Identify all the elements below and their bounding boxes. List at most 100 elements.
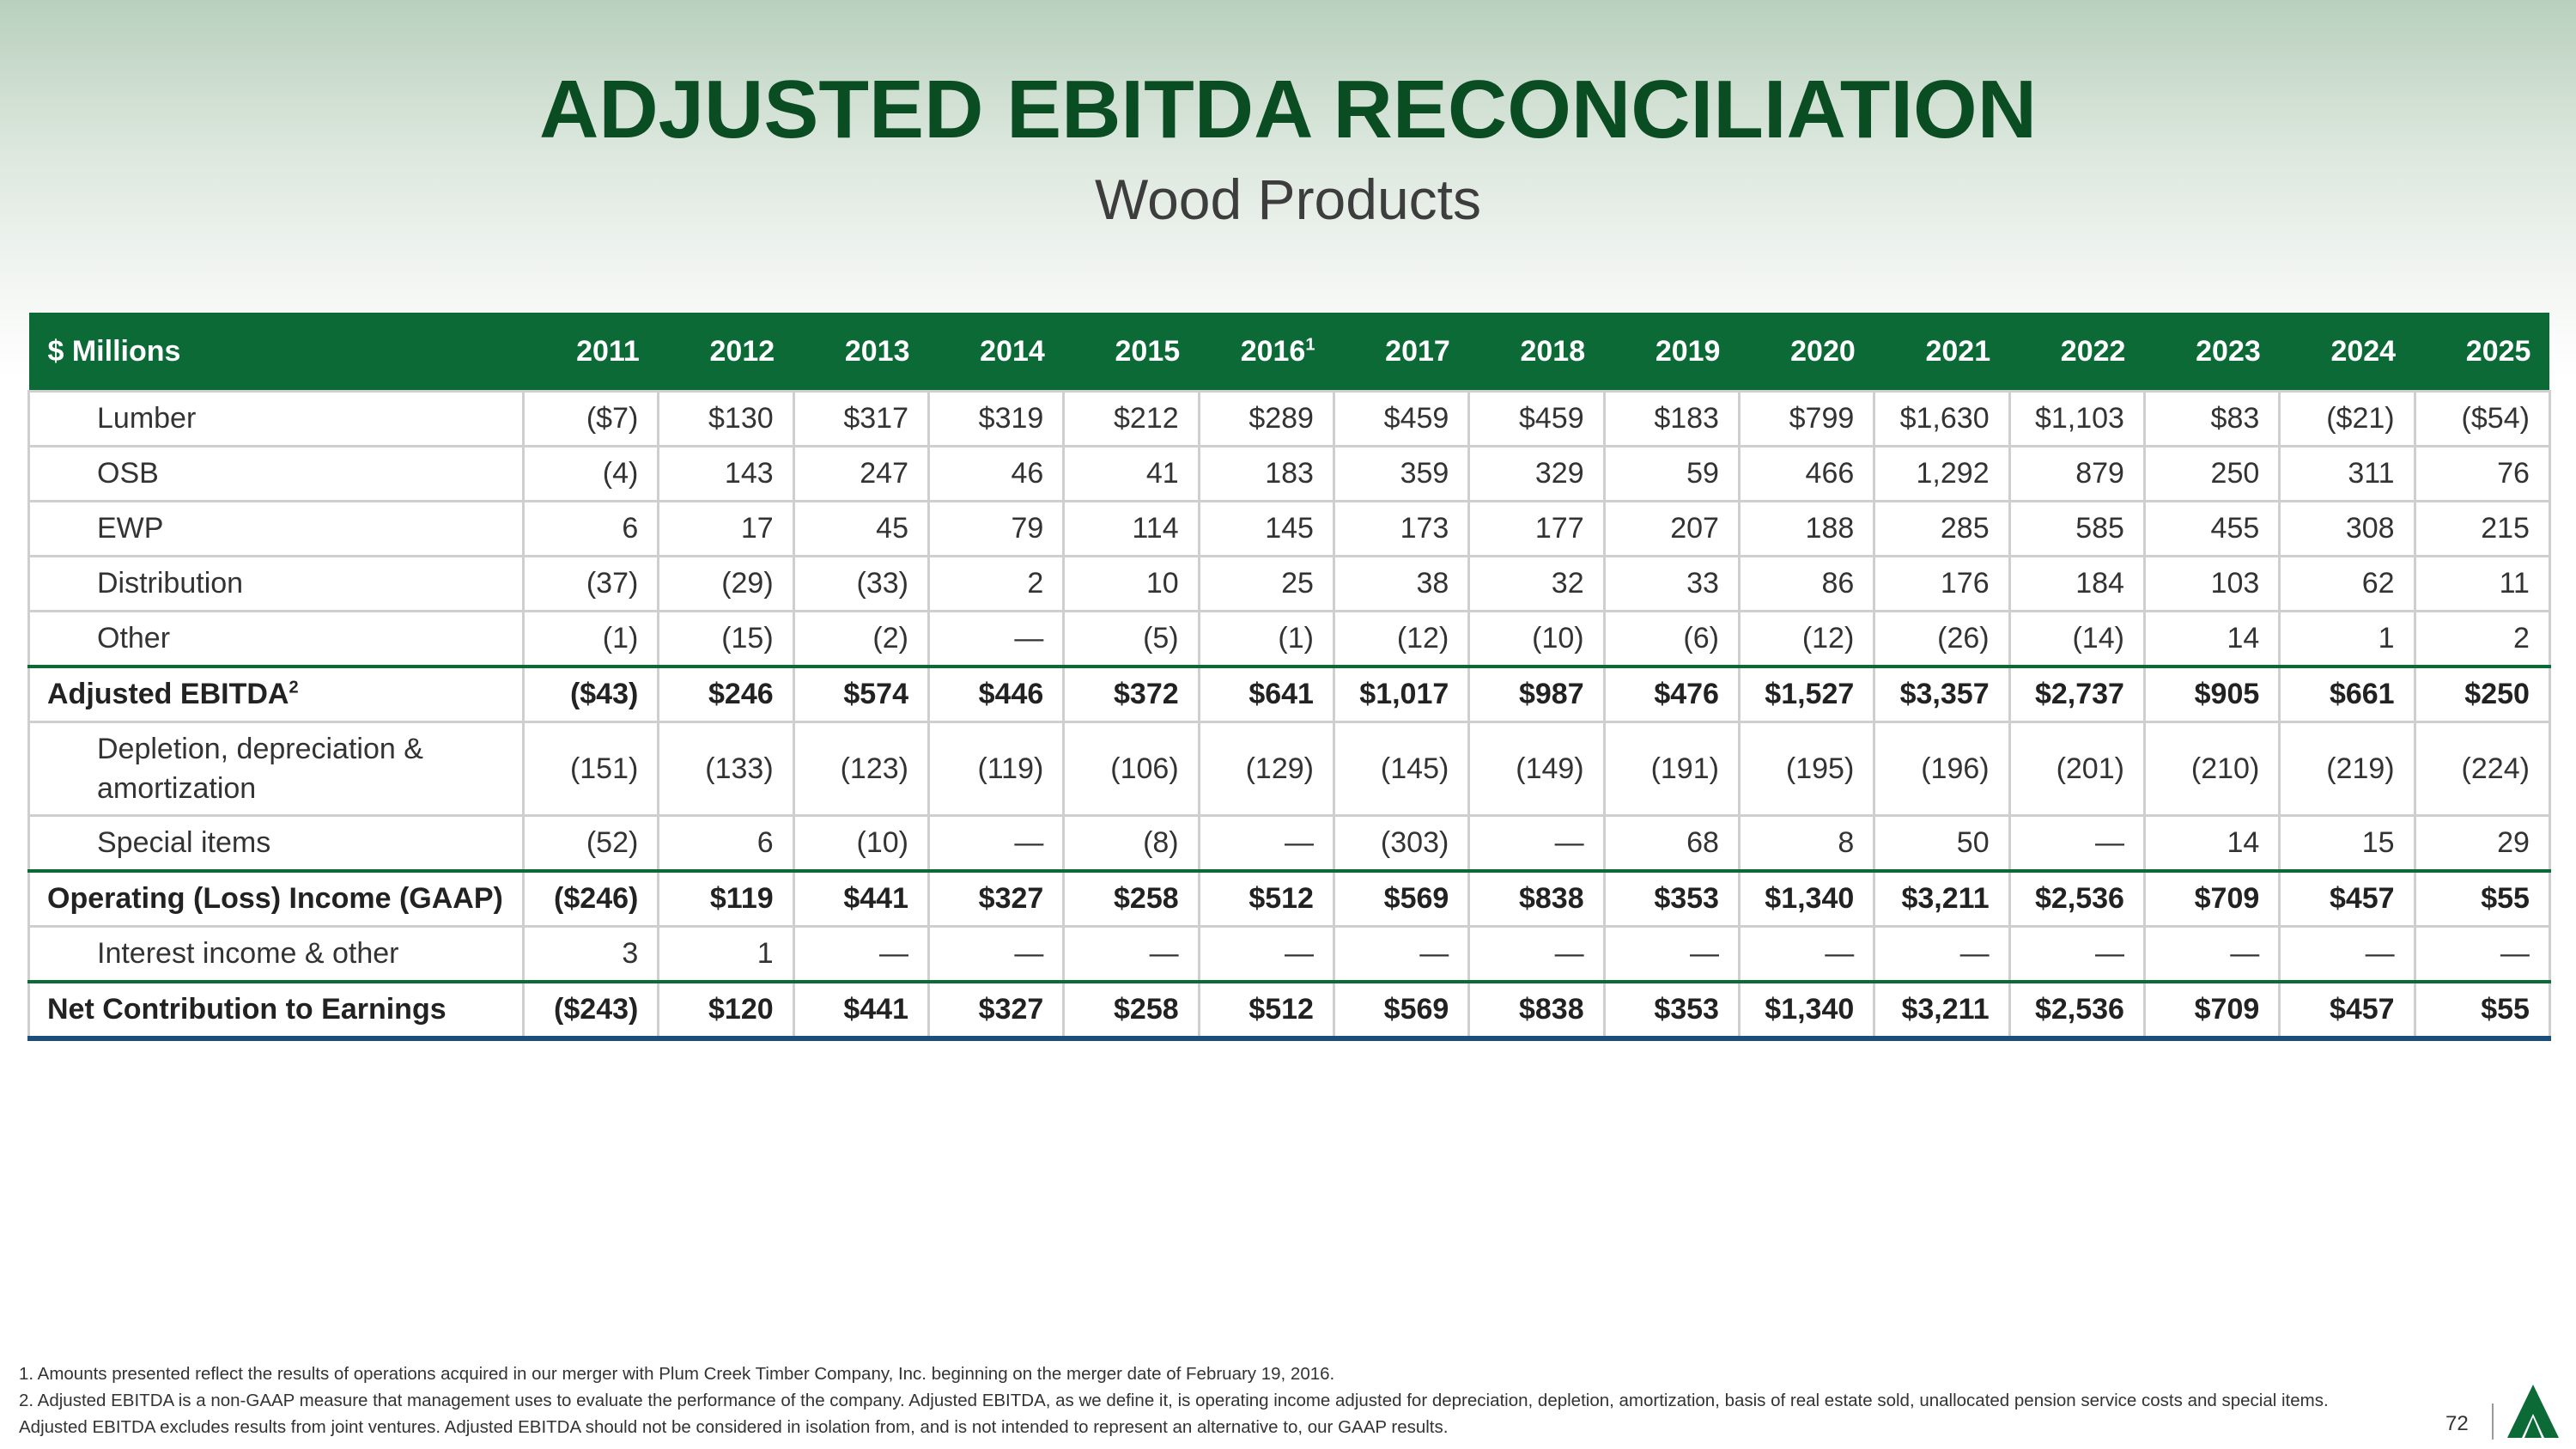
table-cell: 188 [1737, 500, 1876, 557]
table-cell: 455 [2142, 500, 2281, 557]
table-cell: $212 [1062, 390, 1200, 447]
row-label-text: Special items [97, 826, 271, 859]
year-header: 2012 [658, 313, 794, 392]
table-cell: 10 [1062, 555, 1200, 612]
table-cell: — [1873, 925, 2011, 983]
year-header-2016: 20161 [1199, 313, 1334, 392]
table-cell: $512 [1197, 980, 1335, 1041]
row-label: Adjusted EBITDA2 [27, 665, 525, 723]
table-cell: 25 [1197, 555, 1335, 612]
table-row: Special items (52) 6 (10) — (8) — (303) —68 8 50—1… [27, 814, 2551, 873]
row-label: Distribution [27, 555, 525, 612]
table-cell: 2 [927, 555, 1066, 612]
table-cell: 50 [1873, 814, 2011, 873]
table-cell: $459 [1332, 390, 1471, 447]
table-cell: $457 [2278, 980, 2416, 1041]
table-row: Operating (Loss) Income (GAAP) ($246) $119… [27, 869, 2551, 928]
table-cell: (4) [521, 445, 660, 502]
footnote-2: 2. Adjusted EBITDA is a non-GAAP measure… [19, 1391, 2329, 1437]
row-label: Other [27, 610, 525, 668]
table-cell: $3,357 [1873, 665, 2011, 723]
table-cell: — [1332, 925, 1471, 983]
table-cell: 76 [2413, 445, 2551, 502]
table-row: Net Contribution to Earnings ($243) $120 $4… [27, 980, 2551, 1041]
table-cell: 466 [1737, 445, 1876, 502]
table-cell: 6 [657, 814, 795, 873]
table-cell: (5) [1062, 610, 1200, 668]
table-cell: 184 [2008, 555, 2146, 612]
table-cell: $353 [1602, 980, 1741, 1041]
table-cell: ($21) [2278, 390, 2416, 447]
footnote-marker: 2 [289, 678, 299, 697]
table-cell: — [1467, 925, 1606, 983]
table-cell: $372 [1062, 665, 1200, 723]
table-cell: 68 [1602, 814, 1741, 873]
table-cell: $446 [927, 665, 1066, 723]
table-cell: $250 [2413, 665, 2551, 723]
table-cell: (106) [1062, 721, 1200, 817]
table-cell: 1 [2278, 610, 2416, 668]
table-cell: 103 [2142, 555, 2281, 612]
row-label-text: Other [97, 622, 171, 654]
table-cell: (15) [657, 610, 795, 668]
table-cell: — [2278, 925, 2416, 983]
table-cell: $3,211 [1873, 869, 2011, 928]
table-cell: 6 [521, 500, 660, 557]
table-cell: 29 [2413, 814, 2551, 873]
table-cell: (129) [1197, 721, 1335, 817]
table-cell: — [2008, 814, 2146, 873]
table-cell: $641 [1197, 665, 1335, 723]
table-cell: (14) [2008, 610, 2146, 668]
table-cell: 46 [927, 445, 1066, 502]
row-label-text: Lumber [97, 402, 197, 435]
table-row: EWP 6 17 45 79 114 145 173 177 207 188 285 585 455 308… [27, 500, 2551, 557]
table-cell: $512 [1197, 869, 1335, 928]
year-header: 2024 [2279, 313, 2415, 392]
footer-divider [2492, 1403, 2494, 1440]
table-cell: — [927, 925, 1066, 983]
table-cell: (12) [1332, 610, 1471, 668]
table-cell: 86 [1737, 555, 1876, 612]
table-cell: $1,630 [1873, 390, 2011, 447]
row-label: Operating (Loss) Income (GAAP) [27, 869, 525, 928]
row-label: Interest income & other [27, 925, 525, 983]
table-cell: $55 [2413, 980, 2551, 1041]
year-header: 2019 [1604, 313, 1740, 392]
table-cell: $1,527 [1737, 665, 1876, 723]
table-cell: $457 [2278, 869, 2416, 928]
table-cell: $838 [1467, 980, 1606, 1041]
table-cell: (224) [2413, 721, 2551, 817]
table-cell: — [2142, 925, 2281, 983]
table-cell: (37) [521, 555, 660, 612]
table-cell: 45 [792, 500, 930, 557]
table-cell: 1 [657, 925, 795, 983]
table-cell: $83 [2142, 390, 2281, 447]
table-cell: 41 [1062, 445, 1200, 502]
year-header: 2014 [928, 313, 1064, 392]
table-cell: $1,340 [1737, 869, 1876, 928]
table-cell: $2,536 [2008, 980, 2146, 1041]
table-cell: 215 [2413, 500, 2551, 557]
table-cell: $258 [1062, 869, 1200, 928]
table-cell: 359 [1332, 445, 1471, 502]
table-cell: $569 [1332, 980, 1471, 1041]
table-cell: — [1737, 925, 1876, 983]
table-cell: — [2413, 925, 2551, 983]
year-label: 2016 [1240, 334, 1306, 368]
page-title: ADJUSTED EBITDA RECONCILIATION [538, 64, 2038, 155]
year-header: 2015 [1063, 313, 1200, 392]
year-header: 2020 [1739, 313, 1874, 392]
table-cell: (133) [657, 721, 795, 817]
table-cell: 38 [1332, 555, 1471, 612]
table-cell: 308 [2278, 500, 2416, 557]
year-header: 2017 [1334, 313, 1469, 392]
table-cell: $130 [657, 390, 795, 447]
table-cell: 173 [1332, 500, 1471, 557]
table-cell: $1,103 [2008, 390, 2146, 447]
row-label-text: Adjusted EBITDA [47, 678, 289, 710]
table-cell: — [1467, 814, 1606, 873]
footnotes: 1. Amounts presented reflect the results… [19, 1361, 2389, 1440]
row-label: Depletion, depreciation & amortization [27, 721, 525, 817]
table-cell: 114 [1062, 500, 1200, 557]
table-cell: — [927, 814, 1066, 873]
